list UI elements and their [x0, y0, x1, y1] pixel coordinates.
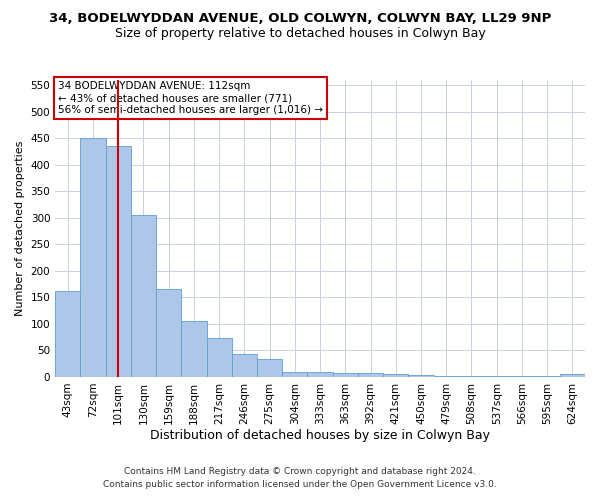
- Bar: [206, 338, 232, 377]
- Bar: [358, 372, 383, 377]
- Bar: [131, 215, 156, 377]
- Bar: [307, 372, 332, 377]
- Bar: [459, 376, 484, 377]
- Bar: [55, 291, 80, 377]
- Text: Contains public sector information licensed under the Open Government Licence v3: Contains public sector information licen…: [103, 480, 497, 489]
- Bar: [232, 354, 257, 377]
- Bar: [156, 290, 181, 377]
- X-axis label: Distribution of detached houses by size in Colwyn Bay: Distribution of detached houses by size …: [150, 430, 490, 442]
- Bar: [332, 372, 358, 377]
- Bar: [257, 360, 282, 377]
- Bar: [484, 376, 509, 377]
- Text: Contains HM Land Registry data © Crown copyright and database right 2024.: Contains HM Land Registry data © Crown c…: [124, 467, 476, 476]
- Bar: [409, 376, 434, 377]
- Bar: [282, 372, 307, 377]
- Bar: [80, 138, 106, 377]
- Bar: [509, 376, 535, 377]
- Bar: [181, 322, 206, 377]
- Bar: [383, 374, 409, 377]
- Text: 34, BODELWYDDAN AVENUE, OLD COLWYN, COLWYN BAY, LL29 9NP: 34, BODELWYDDAN AVENUE, OLD COLWYN, COLW…: [49, 12, 551, 26]
- Text: Size of property relative to detached houses in Colwyn Bay: Size of property relative to detached ho…: [115, 28, 485, 40]
- Bar: [106, 146, 131, 377]
- Bar: [434, 376, 459, 377]
- Bar: [560, 374, 585, 377]
- Y-axis label: Number of detached properties: Number of detached properties: [15, 141, 25, 316]
- Bar: [535, 376, 560, 377]
- Text: 34 BODELWYDDAN AVENUE: 112sqm
← 43% of detached houses are smaller (771)
56% of : 34 BODELWYDDAN AVENUE: 112sqm ← 43% of d…: [58, 82, 323, 114]
